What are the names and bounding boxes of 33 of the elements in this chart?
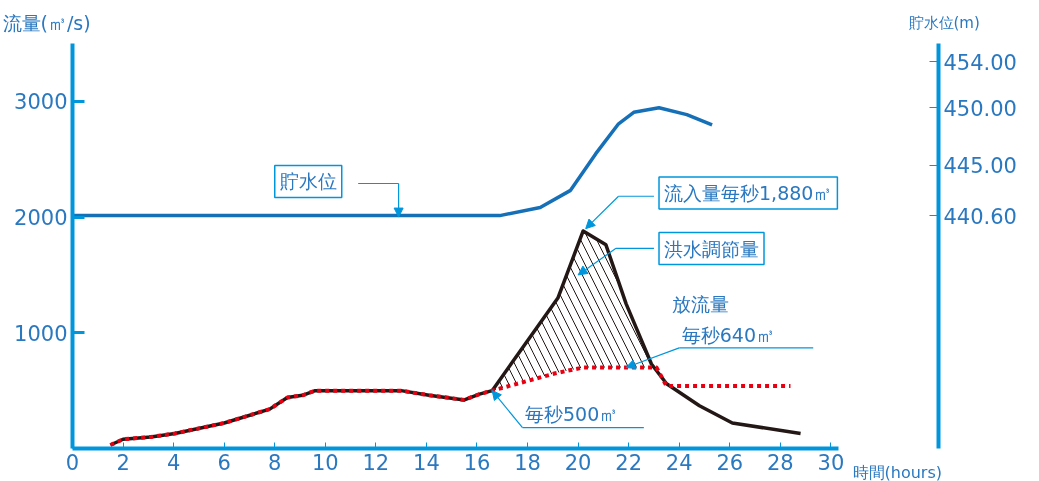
x-tick-label: 18	[514, 450, 541, 475]
x-tick-label: 2	[116, 450, 130, 475]
x-tick-label: 16	[463, 450, 491, 475]
y2-tick-label: 454.00	[943, 50, 1017, 75]
y2-tick-label: 445.00	[943, 154, 1017, 179]
annotation: 毎秒640㎥	[681, 323, 776, 346]
x-tick-label: 12	[362, 450, 390, 475]
y-tick-label: 3000	[14, 90, 68, 115]
annotation: 流入量毎秒1,880㎥	[664, 181, 833, 204]
x-tick-label: 10	[311, 450, 339, 475]
x-axis-title: 時間(hours)	[852, 462, 942, 481]
x-tick-label: 30	[817, 450, 845, 475]
x-tick-label: 4	[166, 450, 181, 475]
annotation: 貯水位	[279, 170, 337, 193]
annotation: 洪水調節量	[664, 237, 760, 260]
x-tick-label: 24	[665, 450, 693, 475]
annotation: 毎秒500㎥	[525, 403, 619, 426]
line-series	[108, 365, 793, 448]
x-tick-label: 0	[65, 450, 80, 475]
x-tick-label: 14	[413, 450, 440, 475]
x-tick-label: 26	[716, 450, 744, 475]
x-tick-label: 22	[615, 450, 643, 475]
y2-tick-label: 450.00	[943, 96, 1017, 121]
x-tick-label: 6	[217, 450, 231, 475]
x-tick-label: 20	[564, 450, 592, 475]
y-axis-title: 流量(㎥/s)	[2, 11, 91, 34]
y2-tick-label: 440.60	[943, 204, 1017, 229]
x-tick-label: 28	[766, 450, 794, 475]
annotation: 放流量	[671, 293, 729, 316]
y-tick-label: 2000	[14, 206, 68, 231]
x-tick-label: 8	[268, 450, 282, 475]
y-tick-label: 1000	[14, 321, 68, 346]
y2-axis-title: 貯水位(m)	[908, 13, 980, 32]
